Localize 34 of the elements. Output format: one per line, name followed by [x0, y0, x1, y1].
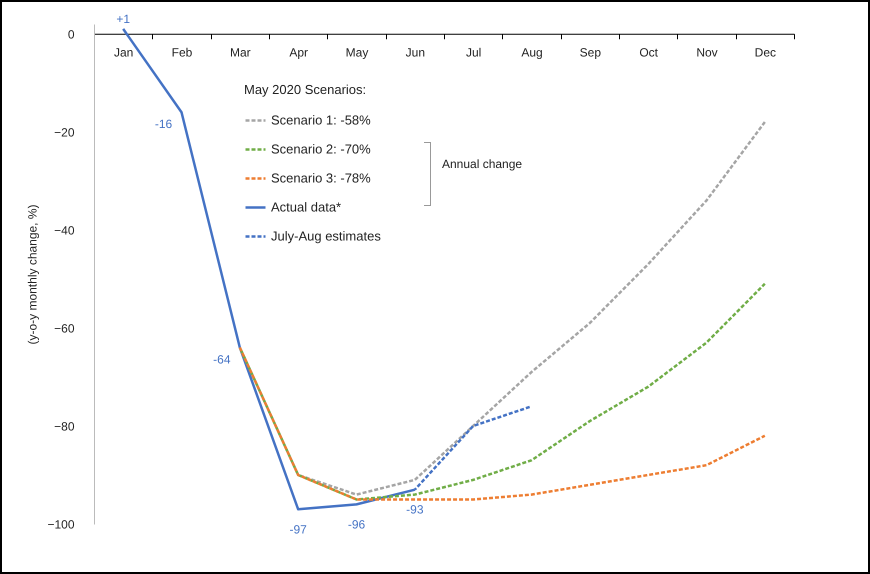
data-label: -97	[289, 522, 308, 536]
x-tick-label: Apr	[289, 45, 308, 60]
legend-label: Scenario 2: -70%	[271, 142, 372, 156]
y-tick-label: −20	[54, 125, 75, 140]
x-tick-label: Feb	[172, 45, 193, 60]
data-label: -16	[154, 117, 172, 132]
legend-title: May 2020 Scenarios:	[244, 82, 366, 97]
data-label: -96	[348, 517, 366, 532]
legend-label: Actual data*	[271, 200, 342, 214]
x-tick-label: May	[346, 45, 368, 60]
x-tick-label: Mar	[230, 45, 251, 60]
line-series	[238, 282, 766, 501]
x-tick-label: Aug	[521, 45, 543, 60]
x-tick-label: Oct	[639, 45, 659, 60]
x-tick-label: Dec	[754, 45, 776, 60]
y-tick-label: −80	[54, 419, 75, 434]
data-label: +1	[116, 12, 130, 26]
y-tick-label: −60	[54, 321, 75, 336]
x-tick-label: Jan	[114, 45, 134, 60]
annotation: Annual change	[442, 157, 522, 171]
y-axis-title: (y-o-y monthly change, %)	[25, 204, 40, 345]
data-label: -93	[406, 502, 424, 517]
x-tick-label: Nov	[696, 45, 718, 60]
y-tick-label: −100	[47, 518, 75, 532]
legend-label: Scenario 1: -58%	[271, 112, 372, 128]
line-series	[238, 346, 766, 501]
y-tick-label: 0	[68, 27, 75, 42]
x-tick-label: Sep	[580, 45, 602, 60]
legend-label: July-Aug estimates	[271, 228, 382, 244]
x-tick-label: Jun	[406, 45, 426, 60]
legend-label: Scenario 3: -78%	[271, 170, 372, 186]
data-label: -64	[213, 352, 231, 367]
x-tick-label: Jul	[466, 45, 482, 60]
y-tick-label: −40	[54, 223, 75, 238]
